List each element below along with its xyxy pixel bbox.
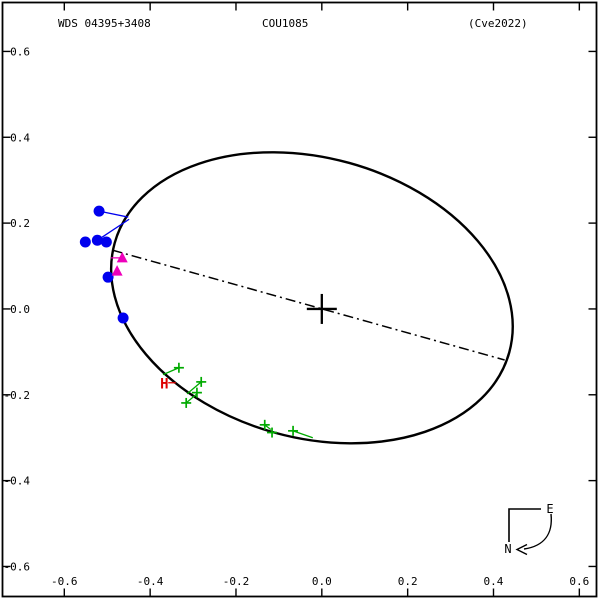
y-tick-label: -0.2 [4, 389, 31, 402]
x-tick-label: -0.2 [223, 575, 250, 588]
y-tick-label: 0.2 [10, 217, 30, 230]
green-residual-line [186, 381, 202, 395]
compass-arc-arrow [523, 513, 552, 550]
green-residual-line [162, 367, 180, 376]
blue-dot-marker [79, 236, 91, 248]
axis-ticks [3, 3, 596, 596]
x-tick-label: 0.4 [484, 575, 504, 588]
y-tick-label: -0.4 [4, 475, 31, 488]
blue-dot-marker [100, 236, 112, 248]
observation-points: H [79, 205, 299, 438]
y-tick-label: 0.4 [10, 131, 30, 144]
blue-dot-marker [102, 271, 114, 283]
y-tick-label: -0.6 [4, 560, 31, 573]
blue-dot-marker [91, 234, 103, 246]
y-tick-label: 0.6 [10, 45, 30, 58]
x-tick-label: 0.0 [312, 575, 332, 588]
triangle-marker [111, 265, 123, 276]
x-tick-label: 0.6 [569, 575, 589, 588]
green-residual-line [292, 430, 314, 439]
x-tick-label: -0.4 [137, 575, 164, 588]
blue-dot-marker [117, 312, 129, 324]
primary-star-marker [306, 293, 337, 324]
x-tick-label: 0.2 [398, 575, 418, 588]
axis-tick-labels: -0.6 -0.4 -0.2 0.0 0.2 0.4 0.6 0.6 0.4 0.2 0.0 -0.2… [4, 45, 590, 588]
compass-east-label: E [546, 502, 553, 516]
compass-arrowhead-icon [515, 543, 528, 556]
compass-axes-lines [508, 508, 541, 542]
y-tick-label: 0.0 [10, 303, 30, 316]
apsides-line [112, 249, 505, 361]
compass: E N [504, 502, 553, 556]
blue-residual-line [96, 218, 130, 241]
system-name-label: COU1085 [262, 17, 308, 30]
wds-id-label: WDS 04395+3408 [58, 17, 151, 30]
x-tick-label: -0.6 [51, 575, 78, 588]
blue-dot-marker [93, 205, 105, 217]
orbit-ellipse [109, 151, 514, 445]
orbit-reference-label: (Cve2022) [468, 17, 528, 30]
green-residual-line [185, 393, 198, 404]
triangle-marker [116, 251, 128, 263]
hipparcos-h-marker: H [160, 377, 168, 393]
compass-north-label: N [504, 542, 511, 556]
